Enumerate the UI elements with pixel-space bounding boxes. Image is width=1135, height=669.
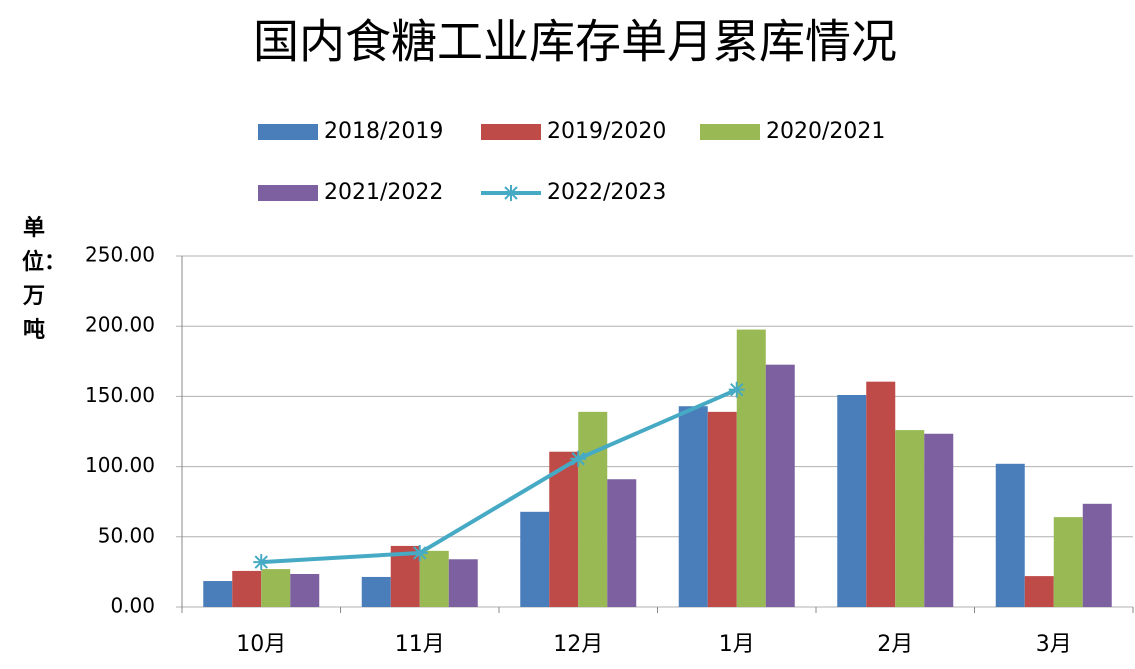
chart-title: 国内食糖工业库存单月累库情况 — [253, 15, 897, 69]
bar — [203, 581, 233, 607]
legend-swatch — [481, 124, 541, 140]
bar — [549, 451, 579, 607]
bar — [232, 570, 262, 607]
bar — [1024, 576, 1054, 607]
y-tick-label: 0.00 — [110, 594, 155, 618]
bar — [520, 511, 550, 607]
bar — [678, 406, 708, 607]
line — [261, 387, 738, 565]
y-axis-title: 单位：万吨 — [22, 216, 67, 343]
y-tick-label: 150.00 — [85, 383, 155, 407]
y-tick-label: 250.00 — [85, 243, 155, 267]
bar — [866, 381, 896, 607]
bar — [1082, 503, 1112, 607]
legend-label: 2021/2022 — [324, 180, 443, 205]
bar — [924, 433, 954, 607]
y-tick-label: 100.00 — [85, 453, 155, 477]
legend-marker — [503, 185, 519, 201]
bar — [290, 574, 320, 607]
x-tick-label: 1月 — [719, 632, 755, 657]
y-tick-label: 50.00 — [98, 523, 155, 547]
marker-stroke — [504, 186, 518, 200]
marker-stroke — [254, 555, 268, 569]
bar — [765, 364, 795, 607]
legend-swatch — [700, 124, 760, 140]
y-tick-label: 200.00 — [85, 313, 155, 337]
bar — [419, 550, 449, 607]
bar — [361, 576, 391, 607]
marker — [253, 554, 270, 571]
bar — [1053, 517, 1083, 607]
x-tick-label: 12月 — [553, 632, 603, 657]
bar — [736, 329, 766, 607]
bar — [448, 559, 478, 607]
legend-label: 2020/2021 — [766, 119, 885, 144]
bar — [995, 463, 1025, 607]
marker — [728, 381, 745, 398]
marker — [411, 544, 428, 561]
marker-stroke — [730, 382, 744, 397]
marker-stroke — [571, 452, 585, 466]
legend-label: 2022/2023 — [547, 180, 666, 205]
legend-label: 2019/2020 — [547, 119, 666, 144]
x-tick-label: 2月 — [877, 632, 913, 657]
marker-stroke — [413, 546, 427, 560]
x-tick-label: 10月 — [236, 632, 286, 657]
bar — [837, 394, 867, 607]
legend-swatch — [258, 185, 318, 201]
x-tick-label: 11月 — [395, 632, 445, 657]
bar — [261, 569, 291, 607]
bar — [607, 479, 637, 607]
marker — [570, 450, 587, 467]
bar — [578, 411, 608, 607]
legend-label: 2018/2019 — [324, 119, 443, 144]
x-tick-label: 3月 — [1036, 632, 1072, 657]
legend-swatch — [258, 124, 318, 140]
bar — [707, 411, 737, 607]
bar — [895, 430, 925, 607]
